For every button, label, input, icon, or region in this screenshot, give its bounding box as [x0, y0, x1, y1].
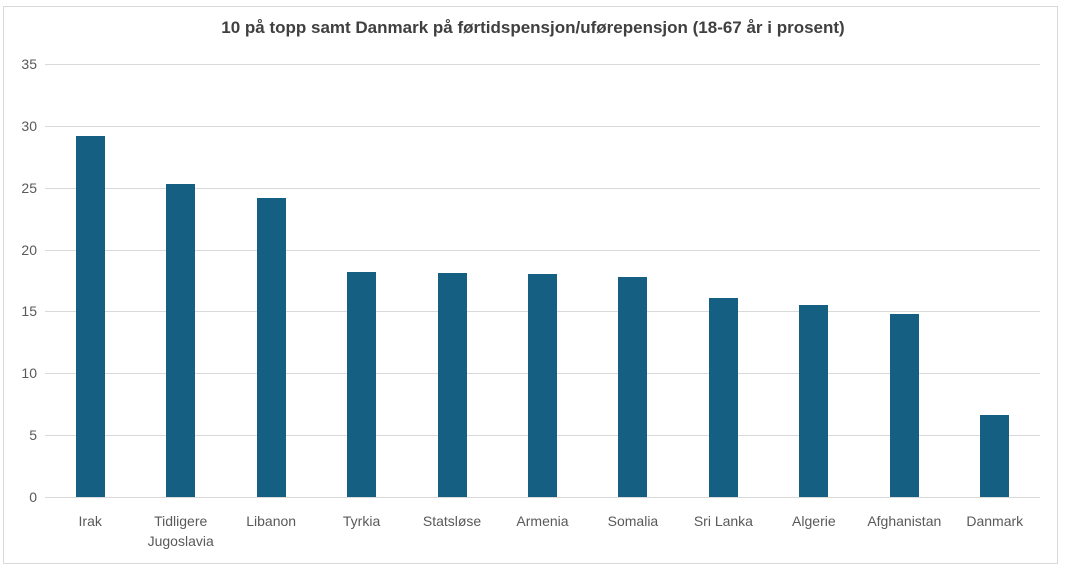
y-axis-tick-label: 15 — [21, 303, 37, 320]
category-label: Statsløse — [422, 513, 482, 529]
category-label: Somalia — [607, 513, 659, 529]
category-label: Armenia — [516, 513, 569, 529]
bar — [799, 305, 829, 497]
y-axis-tick-label: 20 — [21, 241, 37, 258]
category-label: Tyrkia — [342, 513, 381, 529]
bar — [980, 415, 1010, 497]
x-axis: Irak Tidligere Jugoslavia Libanon Tyrkia Sta… — [45, 511, 1040, 563]
y-axis-tick-label: 5 — [29, 427, 37, 444]
bar — [528, 274, 557, 497]
bar — [437, 273, 467, 497]
bar — [347, 271, 377, 497]
category-label: Algerie — [792, 513, 836, 529]
gridline — [45, 497, 1040, 498]
category-label: Sri Lanka — [693, 513, 753, 529]
category-label: Irak — [78, 513, 102, 529]
bar — [166, 184, 196, 497]
bar — [618, 276, 648, 497]
bar — [708, 297, 738, 497]
y-axis-tick-label: 30 — [21, 117, 37, 134]
gridline — [45, 64, 1040, 65]
category-label: Afghanistan — [867, 513, 942, 529]
y-axis-tick-label: 25 — [21, 179, 37, 196]
plot-area — [45, 64, 1040, 498]
gridline — [45, 125, 1040, 127]
y-axis-tick-label: 35 — [21, 56, 37, 72]
bar — [75, 135, 105, 497]
chart-title: 10 på topp samt Danmark på førtidspensjo… — [221, 18, 845, 37]
category-label: Libanon — [246, 513, 297, 529]
bar — [256, 197, 286, 497]
category-label: Danmark — [966, 513, 1024, 529]
gridline — [45, 187, 1040, 189]
y-axis-tick-label: 0 — [29, 489, 37, 505]
category-label: Tidligere Jugoslavia — [147, 513, 214, 549]
bar — [889, 313, 919, 497]
gridline — [45, 249, 1040, 251]
y-axis-tick-label: 10 — [21, 365, 37, 382]
